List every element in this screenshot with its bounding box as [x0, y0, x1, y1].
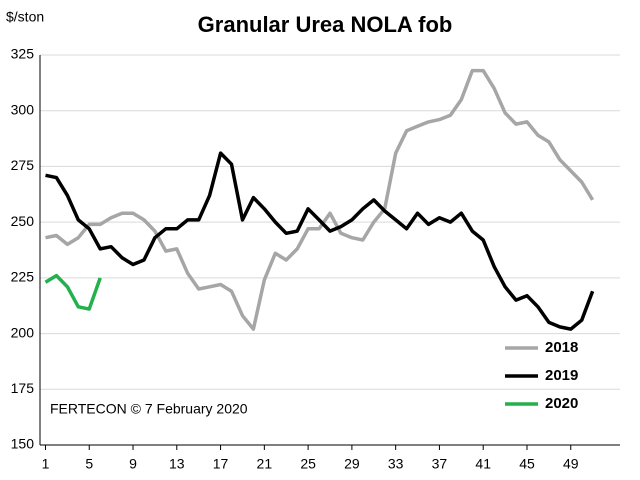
- x-tick-label: 33: [388, 456, 404, 472]
- y-axis-label: $/ston: [6, 9, 44, 25]
- x-tick-label: 5: [85, 456, 93, 472]
- series-line: [44, 273, 102, 311]
- legend-label: 2018: [545, 339, 578, 356]
- y-tick-label: 250: [11, 213, 35, 229]
- y-tick-label: 225: [11, 269, 35, 285]
- x-tick-label: 25: [300, 456, 316, 472]
- x-tick-label: 49: [563, 456, 579, 472]
- x-tick-label: 45: [519, 456, 535, 472]
- chart-title: Granular Urea NOLA fob: [198, 12, 453, 37]
- x-tick-label: 17: [213, 456, 229, 472]
- legend-label: 2019: [545, 367, 578, 384]
- x-tick-label: 13: [169, 456, 185, 472]
- series-line: [45, 68, 595, 331]
- x-tick-label: 41: [475, 456, 491, 472]
- y-tick-label: 300: [11, 101, 35, 117]
- x-tick-label: 29: [344, 456, 360, 472]
- x-tick-label: 1: [42, 456, 50, 472]
- x-tick-label: 9: [129, 456, 137, 472]
- x-tick-label: 37: [432, 456, 448, 472]
- series-line: [45, 151, 595, 331]
- y-tick-label: 150: [11, 436, 35, 452]
- x-tick-label: 21: [257, 456, 273, 472]
- y-tick-label: 275: [11, 157, 35, 173]
- y-tick-label: 325: [11, 46, 35, 62]
- y-tick-label: 200: [11, 324, 35, 340]
- legend-label: 2020: [545, 395, 578, 412]
- annotation: FERTECON © 7 February 2020: [50, 401, 248, 417]
- y-tick-label: 175: [11, 380, 35, 396]
